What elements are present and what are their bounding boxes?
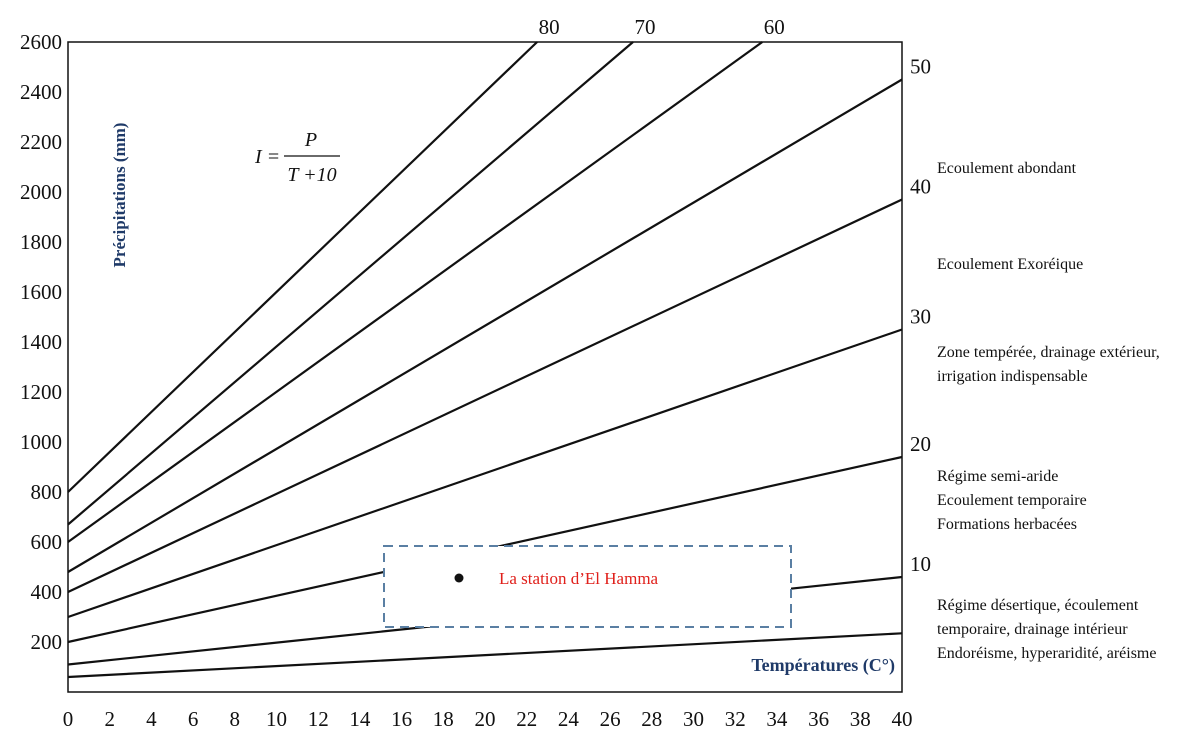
zone-2: Ecoulement Exoréique xyxy=(937,256,1083,273)
zone-text-line: Zone tempérée, drainage extérieur, xyxy=(937,344,1160,361)
x-tick-label: 14 xyxy=(349,707,371,731)
iso-labels: 80 70 60 50 40 30 20 10 xyxy=(539,15,931,576)
zone-text-line: Ecoulement temporaire xyxy=(937,492,1087,509)
x-tick-label: 18 xyxy=(433,707,454,731)
iso-line-80 xyxy=(67,41,538,493)
x-tick-label: 22 xyxy=(516,707,537,731)
y-tick-label: 2000 xyxy=(20,180,62,204)
x-tick-label: 2 xyxy=(104,707,115,731)
zone-text-line: Endoréisme, hyperaridité, aréisme xyxy=(937,645,1156,662)
iso-label-60: 60 xyxy=(764,15,785,39)
y-axis-label: Précipitations (mm) xyxy=(110,123,129,268)
x-tick-label: 30 xyxy=(683,707,704,731)
x-tick-label: 36 xyxy=(808,707,829,731)
plot-frame xyxy=(67,41,903,693)
zone-text-line: Régime semi-aride xyxy=(937,468,1058,485)
y-tick-label: 2600 xyxy=(20,30,62,54)
x-tick-label: 0 xyxy=(63,707,74,731)
iso-label-40: 40 xyxy=(910,175,931,199)
x-tick-labels: 0 2 4 6 8 10 12 14 16 18 20 22 24 26 28 30 32 34 36 38 40 xyxy=(63,707,913,731)
x-axis-label: Températures (C°) xyxy=(751,655,895,676)
x-tick-label: 26 xyxy=(600,707,621,731)
x-tick-label: 24 xyxy=(558,707,580,731)
iso-label-10: 10 xyxy=(910,552,931,576)
zone-text-line: Ecoulement Exoréique xyxy=(937,256,1083,273)
iso-line-base xyxy=(67,632,903,679)
x-tick-label: 40 xyxy=(892,707,913,731)
zone-3: Zone tempérée, drainage extérieur, irriga… xyxy=(937,344,1160,385)
iso-label-20: 20 xyxy=(910,432,931,456)
series-layer xyxy=(67,41,903,679)
x-tick-label: 10 xyxy=(266,707,287,731)
y-tick-label: 1600 xyxy=(20,280,62,304)
formula-numerator: P xyxy=(304,129,317,151)
y-tick-label: 600 xyxy=(31,530,63,554)
y-tick-label: 2200 xyxy=(20,130,62,154)
formula-lhs: I = xyxy=(254,146,280,168)
zone-text-line: Ecoulement abondant xyxy=(937,160,1077,177)
x-tick-label: 6 xyxy=(188,707,199,731)
station-label: La station d’El Hamma xyxy=(499,569,659,588)
y-tick-label: 200 xyxy=(31,630,63,654)
iso-line-40 xyxy=(67,198,903,593)
x-tick-label: 32 xyxy=(725,707,746,731)
iso-line-70 xyxy=(67,41,634,526)
y-tick-label: 1000 xyxy=(20,430,62,454)
y-tick-label: 400 xyxy=(31,580,63,604)
iso-line-30 xyxy=(67,328,903,619)
x-tick-label: 16 xyxy=(391,707,412,731)
y-tick-label: 800 xyxy=(31,480,63,504)
zone-text-line: irrigation indispensable xyxy=(937,368,1088,385)
iso-line-50 xyxy=(67,78,903,573)
y-tick-label: 2400 xyxy=(20,80,62,104)
x-tick-label: 8 xyxy=(230,707,241,731)
x-tick-label: 38 xyxy=(850,707,871,731)
y-tick-label: 1800 xyxy=(20,230,62,254)
zone-text-line: Formations herbacées xyxy=(937,516,1077,533)
zone-1: Ecoulement abondant xyxy=(937,160,1077,177)
zone-4: Régime semi-aride Ecoulement temporaire Fo… xyxy=(937,468,1087,533)
iso-line-60 xyxy=(67,41,763,543)
iso-label-30: 30 xyxy=(910,305,931,329)
zone-5: Régime désertique, écoulement temporaire,… xyxy=(937,597,1156,662)
y-tick-label: 1400 xyxy=(20,330,62,354)
station-marker xyxy=(454,573,464,583)
zone-text-line: Régime désertique, écoulement xyxy=(937,597,1139,614)
y-tick-label: 1200 xyxy=(20,380,62,404)
x-tick-label: 4 xyxy=(146,707,157,731)
zone-descriptions: Ecoulement abondant Ecoulement Exoréique Z… xyxy=(937,160,1160,662)
zone-text-line: temporaire, drainage intérieur xyxy=(937,621,1128,638)
formula-denominator: T +10 xyxy=(287,164,336,186)
x-tick-label: 28 xyxy=(641,707,662,731)
iso-label-50: 50 xyxy=(910,55,931,79)
station-annotation: La station d’El Hamma xyxy=(383,545,792,628)
formula: I = P T +10 xyxy=(254,129,340,186)
iso-label-70: 70 xyxy=(635,15,656,39)
x-tick-label: 12 xyxy=(308,707,329,731)
station-box xyxy=(383,545,792,628)
x-tick-label: 20 xyxy=(475,707,496,731)
y-tick-labels: 200 400 600 800 1000 1200 1400 1600 1800 2000 2200… xyxy=(20,30,62,654)
x-tick-label: 34 xyxy=(766,707,788,731)
iso-label-80: 80 xyxy=(539,15,560,39)
